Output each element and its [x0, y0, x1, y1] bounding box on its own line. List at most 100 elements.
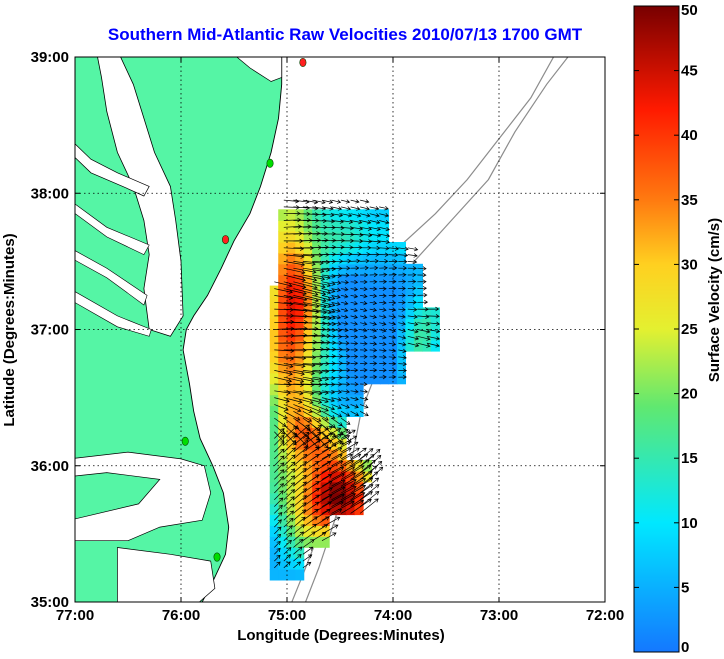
velocity-arrow	[369, 279, 378, 285]
velocity-cell	[295, 340, 305, 352]
velocity-arrow	[302, 274, 326, 282]
velocity-cell	[278, 394, 288, 407]
velocity-arrow	[293, 261, 316, 267]
velocity-arrow	[341, 294, 349, 299]
velocity-arrow	[360, 272, 369, 278]
velocity-cell	[329, 361, 339, 374]
velocity-arrow	[350, 347, 359, 353]
velocity-arrow	[321, 532, 337, 542]
x-tick-label: 72:00	[586, 607, 624, 624]
tributary-river	[75, 203, 150, 255]
velocity-cell	[413, 318, 423, 330]
velocity-arrow	[283, 246, 305, 251]
velocity-cell	[295, 503, 305, 516]
velocity-arrow	[312, 301, 332, 309]
velocity-cell	[363, 296, 373, 308]
velocity-arrow	[302, 561, 312, 569]
velocity-arrow	[360, 389, 369, 394]
velocity-cell	[379, 351, 390, 363]
velocity-cell	[346, 503, 356, 516]
velocity-cell	[346, 492, 356, 505]
velocity-arrow	[360, 361, 368, 366]
velocity-cell	[379, 285, 390, 298]
velocity-arrow	[302, 474, 320, 487]
velocity-cell	[286, 405, 296, 417]
velocity-arrow	[379, 220, 390, 225]
velocity-arrow	[398, 253, 409, 258]
velocity-cell	[312, 263, 322, 276]
velocity-arrow	[369, 460, 383, 473]
velocity-arrow	[293, 539, 304, 548]
colorbar-ticks: 0 5 10 15 20 25 30 35 40 45 50	[634, 2, 698, 656]
velocity-cell	[312, 460, 322, 472]
velocity-arrow	[359, 477, 380, 494]
velocity-cell	[396, 263, 407, 276]
velocity-arrow	[426, 342, 440, 348]
velocity-arrow	[274, 547, 281, 555]
velocity-arrow	[331, 199, 342, 204]
velocity-arrow	[283, 539, 292, 548]
velocity-cell	[396, 361, 407, 374]
velocity-cell	[346, 318, 356, 330]
velocity-arrow	[341, 287, 349, 292]
velocity-cell	[388, 274, 398, 287]
radar-station-marker	[181, 436, 189, 446]
velocity-arrow	[331, 301, 341, 306]
velocity-arrow	[388, 307, 397, 312]
velocity-arrow	[398, 361, 407, 367]
longitude-ticks: 77:00 76:00 75:00 74:00 73:00 72:00	[56, 57, 624, 624]
velocity-cell	[363, 318, 373, 330]
velocity-cell	[337, 220, 347, 232]
velocity-cell	[278, 340, 288, 352]
velocity-cell	[295, 547, 305, 559]
velocity-arrow	[398, 300, 406, 305]
velocity-arrow	[274, 404, 289, 411]
velocity-arrow	[341, 341, 350, 346]
velocity-cell	[295, 307, 305, 319]
velocity-cell	[329, 503, 339, 516]
velocity-cell	[413, 263, 423, 276]
velocity-cell	[337, 285, 347, 298]
velocity-arrow	[350, 447, 367, 460]
velocity-arrow	[350, 213, 362, 218]
velocity-arrow	[426, 328, 441, 334]
velocity-arrow	[369, 239, 381, 244]
velocity-cell	[278, 416, 288, 428]
velocity-arrow	[274, 533, 282, 541]
velocity-arrow	[321, 431, 337, 447]
velocity-arrow	[283, 510, 294, 521]
velocity-cell	[303, 231, 313, 243]
velocity-arrow	[360, 258, 370, 264]
velocity-cell	[413, 307, 423, 319]
velocity-cell	[337, 274, 347, 287]
velocity-cell	[337, 383, 347, 396]
velocity-arrow	[341, 265, 351, 271]
velocity-arrow	[398, 374, 407, 380]
velocity-cell	[354, 329, 364, 341]
velocity-arrow	[274, 319, 295, 325]
velocity-arrow	[398, 321, 406, 326]
velocity-arrow	[379, 286, 387, 291]
velocity-arrow	[302, 397, 323, 404]
velocity-arrow	[283, 370, 305, 376]
velocity-arrow	[341, 396, 350, 402]
velocity-cell	[278, 220, 288, 232]
velocity-arrow	[274, 348, 295, 354]
velocity-cell	[320, 340, 330, 352]
velocity-arrow	[350, 367, 359, 373]
velocity-cell	[337, 307, 347, 319]
velocity-arrow	[321, 397, 335, 403]
velocity-arrow	[350, 265, 360, 271]
x-tick-label: 74:00	[374, 607, 412, 624]
velocity-cell	[303, 405, 313, 417]
velocity-arrow	[331, 354, 343, 359]
velocity-cell	[337, 416, 347, 428]
velocity-cell	[388, 351, 398, 363]
velocity-arrow	[360, 239, 373, 244]
velocity-cell	[278, 285, 288, 298]
velocity-arrow	[417, 342, 431, 348]
velocity-cell	[278, 525, 288, 537]
velocity-arrow	[388, 335, 397, 340]
velocity-cell	[303, 252, 313, 265]
